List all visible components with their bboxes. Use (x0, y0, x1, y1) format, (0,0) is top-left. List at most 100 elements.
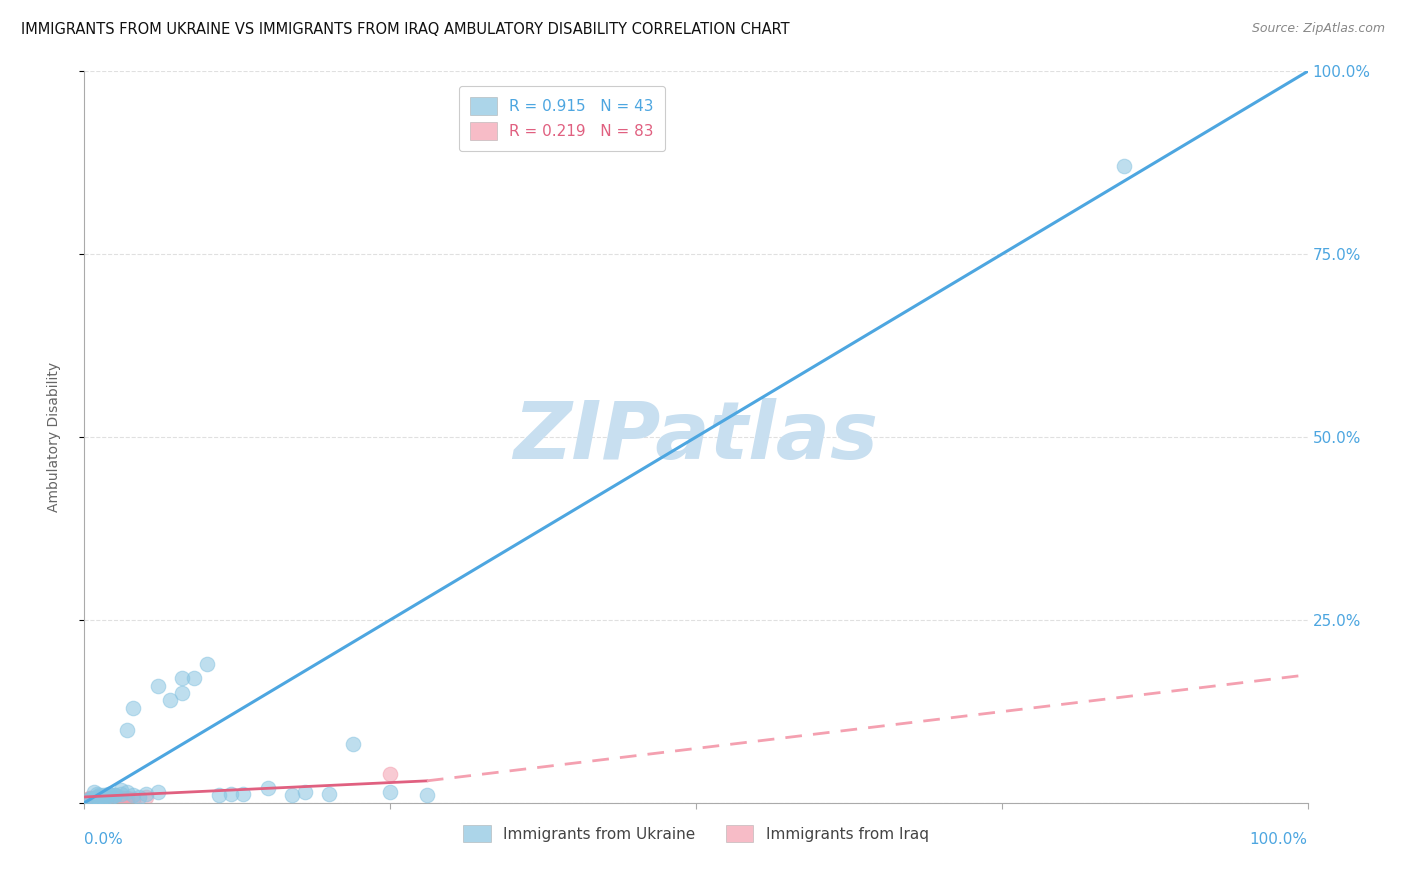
Point (107, 791, 129, 805)
Point (86, 791, 108, 805)
Point (79, 792, 101, 806)
Point (83, 792, 105, 806)
Point (77, 793, 100, 807)
Point (318, 787, 340, 801)
Point (96, 791, 118, 805)
Point (97, 787, 120, 801)
Point (122, 700, 145, 714)
Point (416, 789, 439, 803)
Text: ZIPatlas: ZIPatlas (513, 398, 879, 476)
Point (96, 791, 118, 805)
Point (183, 672, 205, 686)
Point (91, 789, 114, 803)
Point (79, 791, 101, 805)
Point (100, 793, 122, 807)
Point (97, 791, 120, 805)
Point (91, 789, 114, 804)
Point (79, 793, 101, 807)
Point (172, 672, 194, 686)
Text: 100.0%: 100.0% (1250, 832, 1308, 847)
Point (128, 789, 150, 804)
Point (294, 785, 316, 799)
Point (100, 789, 122, 804)
Point (115, 791, 138, 805)
Point (91, 792, 114, 806)
Point (77, 793, 100, 807)
Point (87, 792, 110, 806)
Point (91, 792, 114, 806)
Point (146, 679, 169, 693)
Point (80, 792, 103, 806)
Point (1114, 160, 1136, 174)
Point (82, 792, 104, 806)
Point (87, 791, 110, 805)
Legend: Immigrants from Ukraine, Immigrants from Iraq: Immigrants from Ukraine, Immigrants from… (456, 817, 936, 850)
Point (122, 792, 145, 806)
Point (87, 791, 110, 805)
Point (115, 785, 138, 799)
Point (93, 790, 115, 805)
Text: IMMIGRANTS FROM UKRAINE VS IMMIGRANTS FROM IRAQ AMBULATORY DISABILITY CORRELATIO: IMMIGRANTS FROM UKRAINE VS IMMIGRANTS FR… (21, 22, 790, 37)
Point (83, 793, 105, 807)
Point (86, 787, 108, 801)
Point (101, 792, 124, 806)
Point (257, 781, 280, 796)
Point (112, 791, 135, 805)
Point (76, 794, 98, 808)
Point (87, 793, 110, 807)
Point (80, 794, 103, 808)
Point (96, 791, 118, 805)
Point (97, 793, 120, 807)
Point (84, 792, 107, 806)
Point (96, 789, 118, 804)
Point (281, 789, 304, 803)
Point (89, 792, 111, 806)
Point (86, 789, 108, 804)
Point (86, 794, 108, 808)
Point (100, 790, 122, 805)
Point (86, 789, 108, 804)
Point (104, 789, 127, 803)
Point (86, 792, 108, 806)
Point (97, 790, 120, 805)
Point (380, 766, 402, 780)
Point (77, 793, 100, 807)
Point (195, 657, 218, 671)
Point (110, 791, 132, 805)
Point (86, 793, 108, 807)
Point (146, 785, 169, 799)
Point (103, 793, 125, 807)
Point (342, 737, 364, 751)
Point (105, 792, 128, 806)
Point (110, 792, 132, 806)
Point (135, 787, 157, 801)
Text: 0.0%: 0.0% (84, 832, 124, 847)
Point (87, 789, 110, 803)
Y-axis label: Ambulatory Disability: Ambulatory Disability (46, 362, 60, 512)
Point (84, 794, 107, 808)
Point (77, 792, 100, 806)
Point (80, 792, 103, 806)
Point (110, 782, 132, 797)
Point (115, 792, 138, 806)
Point (84, 791, 107, 805)
Point (110, 793, 132, 807)
Point (232, 787, 254, 801)
Point (104, 791, 127, 805)
Point (380, 785, 402, 799)
Point (110, 787, 132, 801)
Point (89, 794, 111, 808)
Point (83, 792, 105, 806)
Point (97, 792, 120, 806)
Point (122, 792, 145, 806)
Point (105, 793, 128, 807)
Point (93, 793, 115, 807)
Point (104, 791, 127, 805)
Point (104, 792, 127, 806)
Point (96, 789, 118, 803)
Point (91, 791, 114, 805)
Point (79, 791, 101, 805)
Point (115, 723, 138, 737)
Point (79, 792, 101, 806)
Point (87, 793, 110, 807)
